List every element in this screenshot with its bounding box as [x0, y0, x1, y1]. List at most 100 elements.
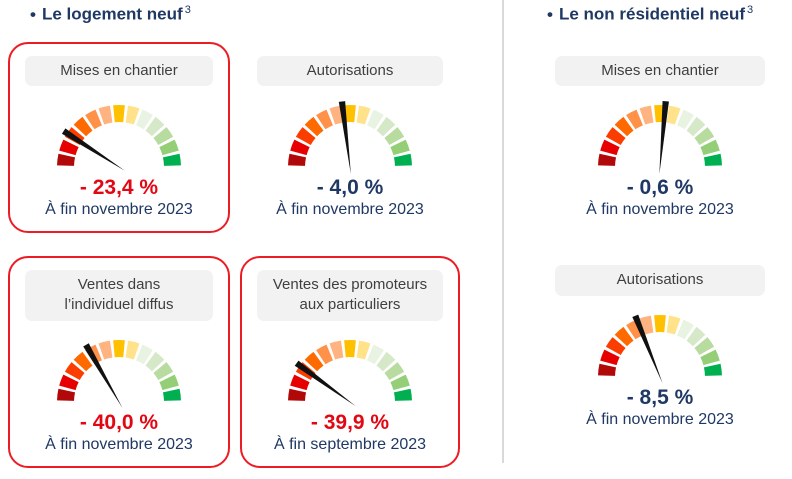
gauge-label-line: Mises en chantier — [60, 62, 178, 79]
gauge-segment — [304, 117, 324, 137]
gauge-segment — [59, 139, 79, 156]
gauge-label: Autorisations — [555, 265, 765, 296]
gauge-segment — [125, 340, 140, 360]
non-residentiel-gauges: Mises en chantier - 0,6 % À fin novembre… — [540, 56, 780, 429]
gauge-segment — [288, 388, 307, 401]
gauge-segment — [614, 117, 634, 137]
gauge-segment — [384, 361, 405, 380]
gauge-segment — [64, 361, 85, 380]
gauge-needle — [83, 342, 123, 408]
gauge-segment — [376, 351, 396, 371]
gauge-label-line: Ventes des promoteurs — [272, 276, 428, 293]
logement-neuf-gauges: Mises en chantier - 23,4 % À fin novembr… — [8, 42, 460, 468]
gauge-date: À fin novembre 2023 — [586, 201, 734, 219]
gauge-segment — [73, 117, 93, 137]
gauge-segment — [316, 109, 333, 130]
bullet-icon: • — [30, 4, 36, 24]
gauge-segment — [290, 374, 310, 390]
gauge-segment — [329, 105, 344, 125]
gauge-chart — [57, 339, 181, 408]
section-title-non-residentiel-neuf: • Le non résidentiel neuf 3 — [547, 4, 753, 25]
gauge-label-line: aux particuliers — [299, 296, 401, 314]
gauge-segment — [639, 315, 654, 335]
gauge-label: Ventes des promoteurs aux particuliers — [257, 270, 443, 321]
gauge-label-line: Autorisations — [306, 62, 394, 79]
bullet-icon: • — [547, 4, 553, 24]
section-title-text: Le logement neuf — [41, 4, 183, 24]
gauge-needle — [659, 101, 669, 175]
gauge-chart — [288, 339, 412, 406]
gauge-chart — [598, 314, 722, 383]
gauge-needle — [61, 128, 125, 172]
gauge-segment — [59, 374, 79, 390]
footnote-ref: 3 — [747, 4, 754, 16]
gauge-segment — [694, 336, 715, 355]
gauge-segment — [98, 340, 113, 360]
gauge-card: Autorisations - 4,0 % À fin novembre 202… — [240, 42, 460, 233]
gauge-value: - 23,4 % — [79, 176, 159, 200]
gauge-segment — [162, 153, 181, 167]
gauge-segment — [393, 153, 412, 167]
gauge-segment — [677, 109, 694, 130]
gauge-segment — [316, 344, 333, 364]
section-title-logement-neuf: • Le logement neuf 3 — [30, 4, 191, 25]
gauge-value: - 39,9 % — [310, 410, 390, 434]
gauge-segment — [367, 109, 384, 130]
gauge-chart — [57, 105, 181, 172]
gauge-chart — [598, 101, 722, 175]
gauge-segment — [639, 105, 654, 125]
gauge-segment — [626, 319, 643, 339]
gauge-segment — [703, 153, 722, 167]
gauge-label: Mises en chantier — [25, 56, 213, 87]
gauge-needle — [294, 360, 356, 406]
gauge-segment — [113, 339, 125, 357]
gauge-segment — [666, 315, 681, 335]
gauge-segment — [329, 340, 344, 360]
gauge-segment — [600, 139, 620, 156]
gauge-needle — [338, 101, 351, 175]
gauge-card: Ventes des promoteurs aux particuliers - … — [240, 256, 460, 468]
gauge-segment — [384, 127, 405, 146]
gauge-segment — [73, 351, 93, 371]
gauge-segment — [125, 105, 140, 125]
gauge-label-line: l’individuel diffus — [64, 296, 174, 314]
gauge-value: - 40,0 % — [79, 410, 159, 434]
section-title-text: Le non résidentiel neuf — [558, 4, 746, 24]
gauge-segment — [605, 336, 626, 355]
gauge-segment — [136, 109, 153, 130]
gauge-segment — [295, 127, 316, 146]
gauge-segment — [145, 351, 165, 371]
gauge-segment — [694, 127, 715, 146]
gauge-segment — [703, 363, 722, 376]
footnote-ref: 3 — [184, 4, 191, 16]
gauge-segment — [153, 361, 174, 380]
gauge-segment — [614, 326, 634, 346]
gauge-segment — [159, 374, 179, 390]
gauge-segment — [288, 153, 307, 167]
gauge-segment — [304, 351, 324, 371]
gauge-needle — [632, 314, 663, 383]
gauge-segment — [367, 344, 384, 364]
gauge-segment — [390, 139, 410, 156]
gauge-segment — [626, 109, 643, 130]
gauge-card: Mises en chantier - 0,6 % À fin novembre… — [540, 56, 780, 219]
gauge-segment — [159, 139, 179, 156]
gauge-segment — [390, 374, 410, 390]
section-divider — [502, 0, 504, 463]
gauge-label: Ventes dans l’individuel diffus — [25, 270, 213, 321]
gauge-segment — [136, 344, 153, 364]
gauge-segment — [376, 117, 396, 137]
gauge-segment — [344, 339, 356, 357]
gauge-value: - 0,6 % — [626, 176, 694, 200]
gauge-date: À fin novembre 2023 — [45, 435, 193, 453]
gauge-segment — [57, 388, 76, 401]
gauge-label: Mises en chantier — [555, 56, 765, 87]
gauge-date: À fin novembre 2023 — [45, 201, 193, 219]
gauge-segment — [153, 127, 174, 146]
gauge-card: Autorisations - 8,5 % À fin novembre 202… — [540, 265, 780, 428]
gauge-segment — [356, 105, 371, 125]
gauge-segment — [677, 319, 694, 339]
gauge-segment — [145, 117, 165, 137]
gauge-segment — [113, 105, 125, 123]
gauge-segment — [600, 349, 620, 365]
